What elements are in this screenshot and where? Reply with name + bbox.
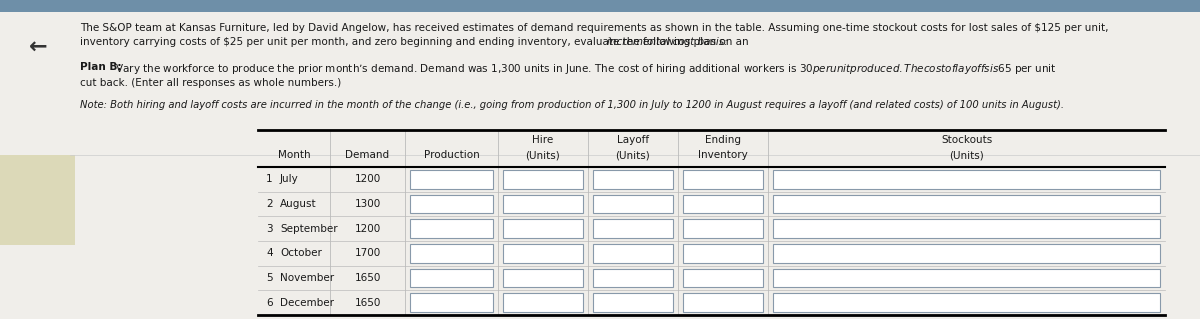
Text: (Units): (Units) <box>949 150 984 160</box>
Text: Hire: Hire <box>533 135 553 145</box>
Text: November: November <box>280 273 334 283</box>
Bar <box>0 155 74 245</box>
Text: Stockouts: Stockouts <box>941 135 992 145</box>
Text: Inventory: Inventory <box>698 150 748 160</box>
Bar <box>773 269 1160 287</box>
Text: August: August <box>280 199 317 209</box>
Text: (Units): (Units) <box>616 150 650 160</box>
Bar <box>683 170 763 189</box>
Bar <box>503 269 583 287</box>
Bar <box>503 244 583 263</box>
Text: Month: Month <box>277 150 311 160</box>
Bar <box>773 293 1160 312</box>
Bar <box>593 244 673 263</box>
Text: Layoff: Layoff <box>617 135 649 145</box>
Text: October: October <box>280 248 322 258</box>
Bar <box>410 219 493 238</box>
Bar <box>773 170 1160 189</box>
Text: The S&OP team at Kansas Furniture, led by David Angelow, has received estimates : The S&OP team at Kansas Furniture, led b… <box>80 23 1109 33</box>
Text: incremental cost basis:: incremental cost basis: <box>607 37 727 47</box>
Text: Note: Both hiring and layoff costs are incurred in the month of the change (i.e.: Note: Both hiring and layoff costs are i… <box>80 100 1064 110</box>
Bar <box>0 0 1200 12</box>
Text: Plan B:: Plan B: <box>80 62 121 72</box>
Text: 4: 4 <box>266 248 272 258</box>
Bar <box>683 244 763 263</box>
Text: Demand: Demand <box>346 150 390 160</box>
Bar <box>683 195 763 213</box>
Text: 1200: 1200 <box>354 174 380 184</box>
Text: ←: ← <box>29 37 47 57</box>
Text: (Units): (Units) <box>526 150 560 160</box>
Text: December: December <box>280 298 334 308</box>
Bar <box>503 219 583 238</box>
Bar <box>410 269 493 287</box>
Bar <box>773 219 1160 238</box>
Bar <box>683 219 763 238</box>
Text: 1: 1 <box>266 174 272 184</box>
Text: 1200: 1200 <box>354 224 380 234</box>
Bar <box>593 269 673 287</box>
Bar <box>503 170 583 189</box>
Bar <box>683 293 763 312</box>
Bar <box>410 293 493 312</box>
Bar <box>683 269 763 287</box>
Bar <box>410 244 493 263</box>
Bar <box>773 244 1160 263</box>
Text: 3: 3 <box>266 224 272 234</box>
Text: 1300: 1300 <box>354 199 380 209</box>
Bar <box>593 219 673 238</box>
Bar <box>593 293 673 312</box>
Text: Ending: Ending <box>706 135 742 145</box>
Text: 6: 6 <box>266 298 272 308</box>
Text: inventory carrying costs of $25 per unit per month, and zero beginning and endin: inventory carrying costs of $25 per unit… <box>80 37 752 47</box>
Text: 1650: 1650 <box>354 273 380 283</box>
Bar <box>503 293 583 312</box>
Text: September: September <box>280 224 337 234</box>
Bar <box>593 195 673 213</box>
Text: 1700: 1700 <box>354 248 380 258</box>
Text: cut back. (Enter all responses as whole numbers.): cut back. (Enter all responses as whole … <box>80 78 341 88</box>
Text: Production: Production <box>424 150 479 160</box>
Bar <box>773 195 1160 213</box>
Bar <box>503 195 583 213</box>
Text: 5: 5 <box>266 273 272 283</box>
Bar <box>410 195 493 213</box>
Bar <box>593 170 673 189</box>
Text: 1650: 1650 <box>354 298 380 308</box>
Text: Vary the workforce to produce the prior month’s demand. Demand was 1,300 units i: Vary the workforce to produce the prior … <box>113 62 1057 76</box>
Bar <box>410 170 493 189</box>
Text: July: July <box>280 174 299 184</box>
Text: 2: 2 <box>266 199 272 209</box>
